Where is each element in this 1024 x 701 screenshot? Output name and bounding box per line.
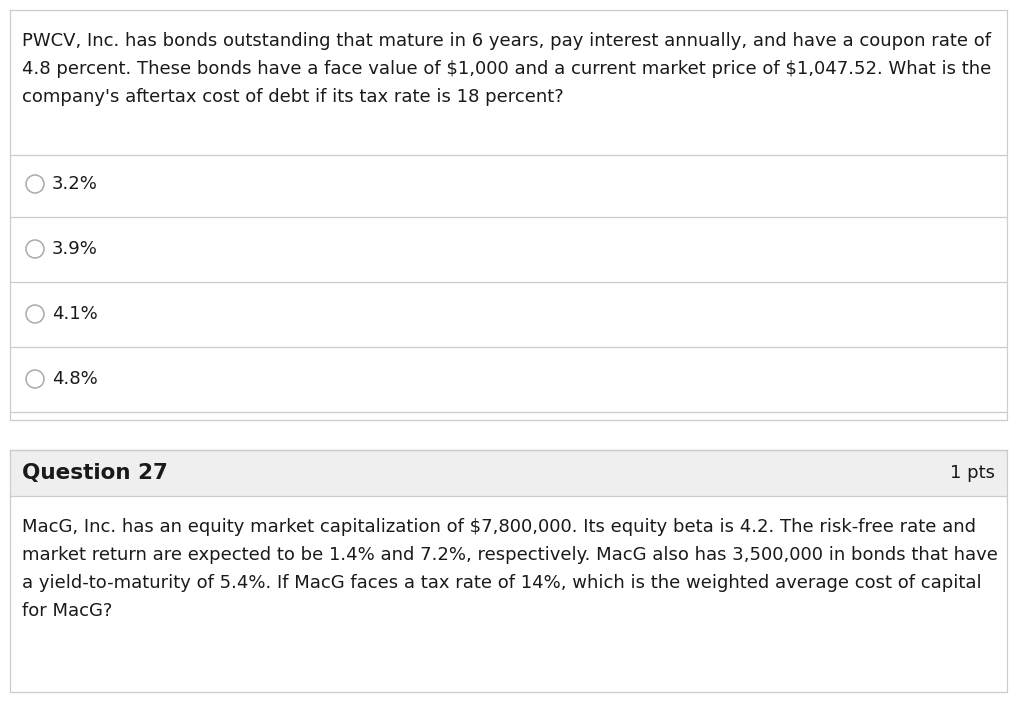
Circle shape xyxy=(26,305,44,323)
Text: Question 27: Question 27 xyxy=(22,463,168,483)
Circle shape xyxy=(26,175,44,193)
Text: 4.8 percent. These bonds have a face value of \$1,000 and a current market price: 4.8 percent. These bonds have a face val… xyxy=(22,60,991,78)
Text: PWCV, Inc. has bonds outstanding that mature in 6 years, pay interest annually, : PWCV, Inc. has bonds outstanding that ma… xyxy=(22,32,991,50)
Text: company's aftertax cost of debt if its tax rate is 18 percent?: company's aftertax cost of debt if its t… xyxy=(22,88,564,106)
Text: 4.1%: 4.1% xyxy=(52,305,97,323)
Text: 1 pts: 1 pts xyxy=(950,464,995,482)
Text: 3.9%: 3.9% xyxy=(52,240,98,258)
Text: market return are expected to be 1.4% and 7.2%, respectively. MacG also has 3,50: market return are expected to be 1.4% an… xyxy=(22,546,997,564)
Text: 3.2%: 3.2% xyxy=(52,175,98,193)
Circle shape xyxy=(26,240,44,258)
Text: MacG, Inc. has an equity market capitalization of \$7,800,000. Its equity beta i: MacG, Inc. has an equity market capitali… xyxy=(22,518,976,536)
Text: 4.8%: 4.8% xyxy=(52,370,97,388)
Circle shape xyxy=(26,370,44,388)
Bar xyxy=(10,450,1007,496)
Text: for MacG?: for MacG? xyxy=(22,602,113,620)
Text: a yield-to-maturity of 5.4%. If MacG faces a tax rate of 14%, which is the weigh: a yield-to-maturity of 5.4%. If MacG fac… xyxy=(22,574,982,592)
